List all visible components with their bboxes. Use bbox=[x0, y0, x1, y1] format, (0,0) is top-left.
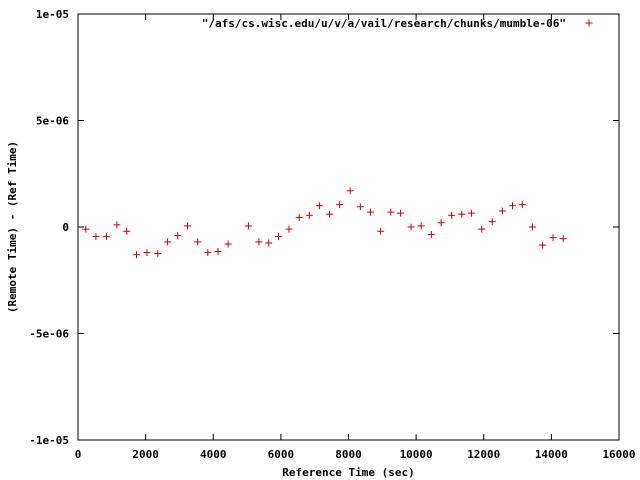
x-tick-label: 6000 bbox=[268, 448, 295, 461]
y-axis-title: (Remote Time) - (Ref Time) bbox=[6, 141, 19, 313]
data-point bbox=[407, 223, 415, 231]
data-point bbox=[448, 211, 456, 219]
legend: "/afs/cs.wisc.edu/u/v/a/vail/research/ch… bbox=[202, 17, 593, 30]
data-point bbox=[315, 202, 323, 210]
data-point bbox=[143, 249, 151, 257]
data-point bbox=[295, 213, 303, 221]
legend-marker-symbol bbox=[585, 19, 593, 27]
plot-frame bbox=[77, 13, 620, 441]
data-point bbox=[214, 247, 222, 255]
x-tick-label: 14000 bbox=[535, 448, 568, 461]
data-point bbox=[417, 222, 425, 230]
data-point bbox=[539, 241, 547, 249]
x-tick-label: 16000 bbox=[602, 448, 635, 461]
data-point bbox=[154, 250, 162, 258]
data-point bbox=[224, 240, 232, 248]
data-point bbox=[528, 223, 536, 231]
x-tick-label: 4000 bbox=[200, 448, 227, 461]
data-point bbox=[488, 218, 496, 226]
x-tick-label: 12000 bbox=[467, 448, 500, 461]
data-point bbox=[204, 249, 212, 257]
data-point bbox=[468, 209, 476, 217]
y-tick-label: -1e-05 bbox=[29, 434, 69, 447]
data-point bbox=[164, 238, 172, 246]
data-point bbox=[366, 208, 374, 216]
data-point bbox=[82, 225, 90, 233]
data-point bbox=[255, 238, 263, 246]
data-point bbox=[113, 221, 121, 229]
data-point bbox=[518, 201, 526, 209]
data-point bbox=[549, 234, 557, 242]
data-point bbox=[336, 201, 344, 209]
y-tick-label: 5e-06 bbox=[36, 115, 69, 128]
data-point bbox=[346, 187, 354, 195]
data-point bbox=[508, 202, 516, 210]
data-point bbox=[498, 207, 506, 215]
data-point bbox=[427, 230, 435, 238]
y-tick-label: 1e-05 bbox=[36, 8, 69, 21]
x-axis-title: Reference Time (sec) bbox=[282, 466, 414, 479]
legend-series-label: "/afs/cs.wisc.edu/u/v/a/vail/research/ch… bbox=[202, 17, 566, 30]
data-point bbox=[397, 209, 405, 217]
data-point bbox=[244, 222, 252, 230]
data-point bbox=[377, 227, 385, 235]
data-point bbox=[305, 211, 313, 219]
y-tick-label: 0 bbox=[62, 221, 69, 234]
data-point bbox=[194, 238, 202, 246]
data-point bbox=[123, 227, 131, 235]
data-point bbox=[356, 203, 364, 211]
data-point bbox=[458, 210, 466, 218]
data-points bbox=[82, 187, 567, 259]
data-point bbox=[184, 222, 192, 230]
axis-ticks bbox=[77, 13, 620, 441]
x-tick-label: 10000 bbox=[400, 448, 433, 461]
x-tick-label: 0 bbox=[75, 448, 82, 461]
y-tick-label: -5e-06 bbox=[29, 328, 69, 341]
data-point bbox=[92, 233, 100, 241]
x-tick-label: 8000 bbox=[335, 448, 362, 461]
data-point bbox=[437, 219, 445, 227]
data-point bbox=[132, 251, 140, 259]
data-point bbox=[387, 208, 395, 216]
data-point bbox=[559, 235, 567, 243]
x-tick-label: 2000 bbox=[132, 448, 159, 461]
data-point bbox=[275, 233, 283, 241]
data-point bbox=[285, 225, 293, 233]
data-point bbox=[265, 239, 273, 247]
axis-tick-labels: 0 2000 4000 6000 8000 10000 12000 14000 16000 1e-… bbox=[29, 8, 635, 461]
data-point bbox=[174, 232, 182, 240]
data-point bbox=[478, 225, 486, 233]
data-point bbox=[102, 233, 110, 241]
data-point bbox=[326, 210, 334, 218]
legend-marker bbox=[585, 19, 593, 27]
